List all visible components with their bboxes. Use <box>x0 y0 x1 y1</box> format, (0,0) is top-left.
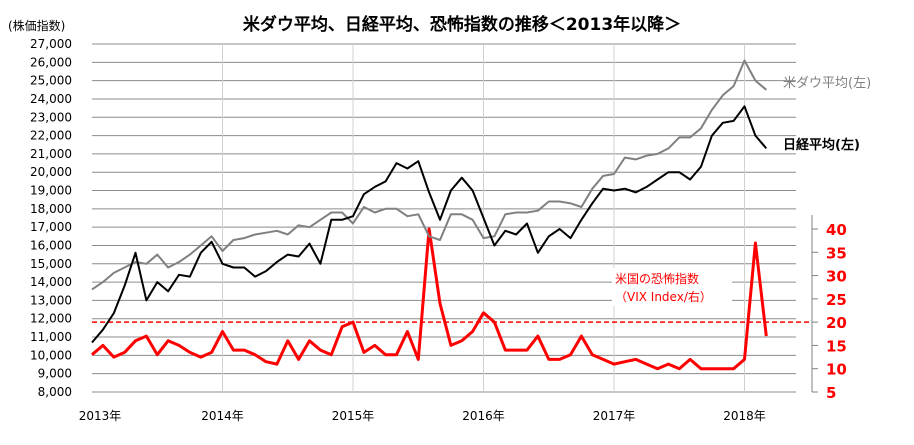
x-tick-label: 2014年 <box>201 409 244 423</box>
left-tick-label: 13,000 <box>30 293 72 307</box>
left-tick-label: 25,000 <box>30 74 72 88</box>
left-tick-label: 8,000 <box>38 385 72 399</box>
left-tick-label: 22,000 <box>30 129 72 143</box>
left-tick-label: 12,000 <box>30 312 72 326</box>
left-tick-label: 19,000 <box>30 184 72 198</box>
left-tick-label: 23,000 <box>30 110 72 124</box>
left-tick-label: 11,000 <box>30 330 72 344</box>
nikkei-legend: 日経平均(左) <box>783 137 860 153</box>
right-tick-label: 20 <box>826 314 847 332</box>
right-tick-label: 30 <box>826 268 847 286</box>
right-tick-label: 10 <box>826 361 847 379</box>
vix-legend-line2: （VIX Index/右） <box>615 289 712 304</box>
left-tick-label: 21,000 <box>30 147 72 161</box>
right-tick-label: 35 <box>826 244 847 262</box>
left-tick-label: 26,000 <box>30 55 72 69</box>
left-tick-label: 27,000 <box>30 37 72 51</box>
x-tick-label: 2015年 <box>332 409 375 423</box>
left-tick-label: 17,000 <box>30 220 72 234</box>
left-tick-label: 15,000 <box>30 257 72 271</box>
right-tick-label: 15 <box>826 337 847 355</box>
x-tick-label: 2017年 <box>593 409 636 423</box>
right-tick-label: 40 <box>826 221 847 239</box>
x-tick-label: 2016年 <box>462 409 505 423</box>
left-tick-label: 9,000 <box>38 367 72 381</box>
left-tick-label: 16,000 <box>30 238 72 252</box>
vix-legend-line1: 米国の恐怖指数 <box>615 271 699 286</box>
nikkei-line <box>91 105 768 344</box>
right-tick-label: 5 <box>826 384 836 402</box>
x-tick-label: 2018年 <box>723 409 766 423</box>
x-tick-label: 2013年 <box>79 409 122 423</box>
right-tick-label: 25 <box>826 291 847 309</box>
left-tick-label: 20,000 <box>30 165 72 179</box>
left-axis-label: (株価指数) <box>8 18 65 33</box>
left-tick-label: 10,000 <box>30 348 72 362</box>
left-tick-label: 18,000 <box>30 202 72 216</box>
left-tick-label: 14,000 <box>30 275 72 289</box>
dow-legend: 米ダウ平均(左) <box>783 76 871 91</box>
left-tick-label: 24,000 <box>30 92 72 106</box>
chart-title: 米ダウ平均、日経平均、恐怖指数の推移＜2013年以降＞ <box>243 14 681 35</box>
